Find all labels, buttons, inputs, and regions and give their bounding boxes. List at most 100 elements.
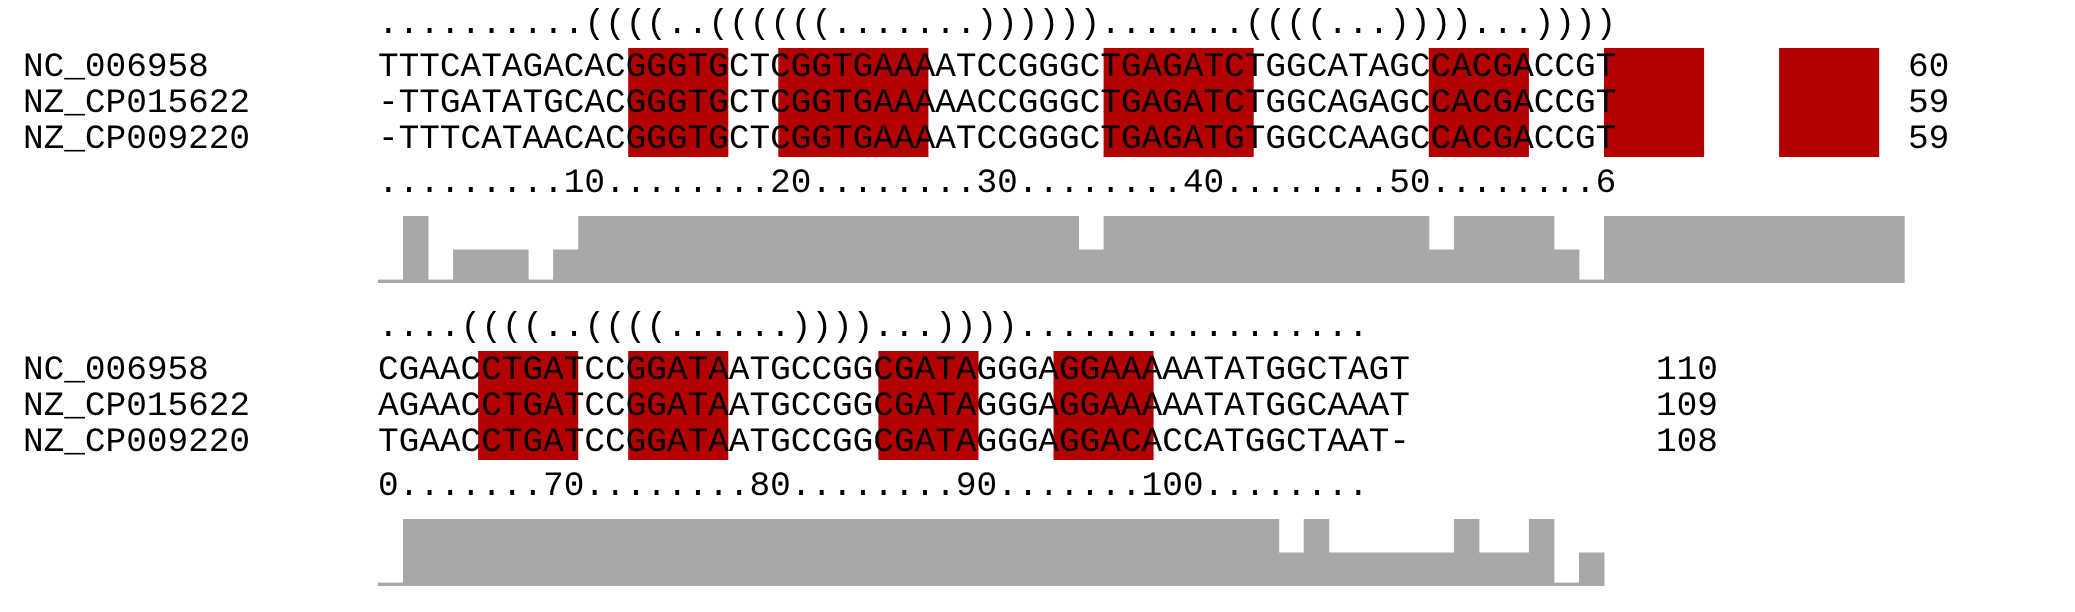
conservation-bar [1528,519,1555,586]
conservation-bar [1203,519,1230,586]
conservation-bar [1128,519,1155,586]
conservation-bar [453,519,479,586]
conservation-bar [803,519,829,586]
conservation-histogram [378,216,1905,283]
conservation-bar [653,216,679,283]
sequence-end-position: 59 [1908,84,1949,123]
conservation-bar [928,519,954,586]
conservation-bar [1153,519,1180,586]
sequence-name: NZ_CP009220 [23,423,250,462]
conservation-bar [728,519,754,586]
alignment-block-1: ..........((((..((((((.......)))))).....… [23,5,1949,283]
conservation-bar [1854,216,1880,283]
conservation-bar [628,216,654,283]
conservation-bar [728,216,754,283]
conservation-bar [553,519,579,586]
paired-column-highlight [628,351,729,460]
conservation-bar [1729,216,1755,283]
conservation-bar [603,519,629,586]
conservation-bar [1078,249,1105,283]
position-ruler: .........10........20........30........4… [378,164,1616,203]
conservation-bar [1028,519,1054,586]
sequence-end-position: 110 [1656,351,1718,390]
conservation-bar [778,216,804,283]
conservation-bar [1028,216,1054,283]
conservation-bar [978,519,1004,586]
conservation-bar [953,519,979,586]
conservation-bar [1103,519,1130,586]
pair-highlights [478,351,1154,460]
conservation-bar [1579,552,1605,586]
conservation-bar [903,519,929,586]
conservation-bar [1378,216,1405,283]
conservation-bar [828,216,854,283]
conservation-bar [753,216,779,283]
conservation-bar [578,216,604,283]
conservation-bar [678,216,704,283]
conservation-bar [1428,552,1455,586]
paired-column-highlight [1604,48,1705,157]
conservation-bar [828,519,854,586]
paired-column-highlight [1428,48,1529,157]
conservation-bar [1478,552,1505,586]
conservation-bar [603,216,629,283]
conservation-bar [878,216,904,283]
conservation-bar [503,249,529,283]
conservation-bar [803,216,829,283]
conservation-bar [1403,552,1430,586]
conservation-bar [503,519,529,586]
structure-line: ....((((..((((......))))...)))).........… [378,308,1369,347]
conservation-bar [1679,216,1705,283]
sequence-name: NC_006958 [23,48,209,87]
sequence-end-position: 108 [1656,423,1718,462]
conservation-bar [1178,519,1205,586]
conservation-bar [778,519,804,586]
conservation-bar [478,519,504,586]
paired-column-highlight [628,48,729,157]
paired-column-highlight [1779,48,1880,157]
sequence-row: CGAACCTGATCCGGATAATGCCGGCGATAGGGAGGAAAAA… [378,351,1410,390]
conservation-bar [1453,216,1480,283]
paired-column-highlight [1103,48,1254,157]
conservation-histogram [378,519,1605,586]
conservation-bar [1579,279,1605,283]
conservation-bar [1103,216,1130,283]
position-ruler: 0.......70........80........90.......100… [378,467,1369,506]
conservation-bar [553,249,579,283]
sequence-row: -TTTCATAACACGGGTGCTCGGTGAAAATCCGGGCTGAGA… [378,120,1616,159]
conservation-bar [753,519,779,586]
conservation-bar [1328,216,1355,283]
conservation-bar [878,519,904,586]
sequence-name: NZ_CP015622 [23,387,250,426]
conservation-bar [1403,216,1430,283]
sequence-end-position: 60 [1908,48,1949,87]
paired-column-highlight [1053,351,1154,460]
sequence-name: NZ_CP015622 [23,84,250,123]
conservation-bar [428,519,454,586]
conservation-bar [1053,519,1079,586]
conservation-bar [478,249,504,283]
conservation-bar [1303,216,1330,283]
sequence-end-position: 109 [1656,387,1718,426]
conservation-bar [1528,216,1555,283]
pair-highlights [628,48,1880,157]
conservation-bar [1829,216,1855,283]
paired-column-highlight [478,351,579,460]
conservation-bar [528,279,554,283]
conservation-bar [1478,216,1505,283]
conservation-bar [1278,216,1305,283]
conservation-bar [1503,552,1530,586]
conservation-bar [1553,582,1580,586]
conservation-bar [1553,249,1580,283]
conservation-bar [428,279,454,283]
conservation-bar [1353,552,1380,586]
sequence-row: -TTGATATGCACGGGTGCTCGGTGAAAAACCGGGCTGAGA… [378,84,1616,123]
conservation-bar [1704,216,1730,283]
conservation-bar [628,519,654,586]
conservation-bar [903,216,929,283]
conservation-bar [1253,519,1280,586]
sequence-name: NZ_CP009220 [23,120,250,159]
conservation-bar [1804,216,1830,283]
conservation-bar [978,216,1004,283]
